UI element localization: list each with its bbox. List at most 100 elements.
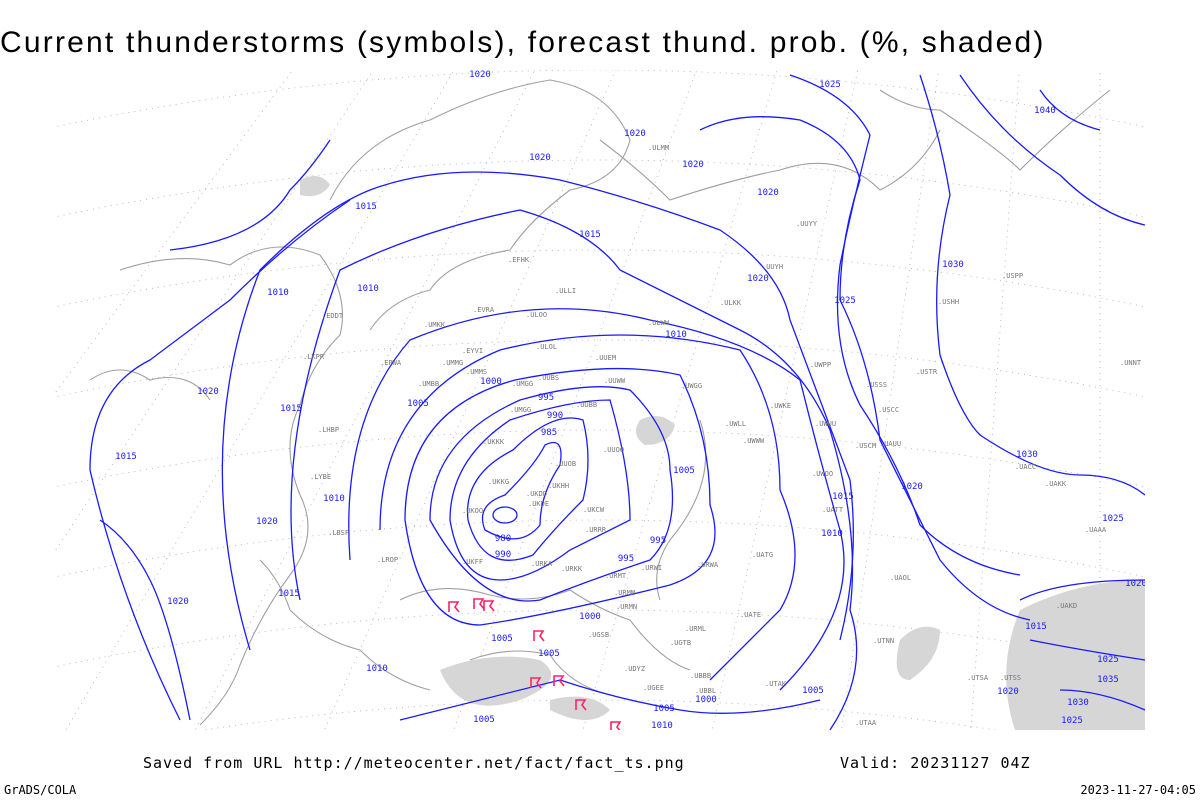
isobar-label: 1015 [355,202,377,212]
station-label: .ULLI [555,287,576,295]
station-label: .UMMS [466,368,487,376]
meridian-line [582,70,778,730]
thunderstorm-icon [483,600,495,612]
parallel-line [55,429,1145,488]
isobar-label: 1020 [997,687,1019,697]
isobar-label: 1005 [407,399,429,409]
isobar-label: 985 [541,428,557,438]
isobar-label: 1030 [942,260,964,270]
station-label: .UMMG [442,359,463,367]
station-label: .URRR [585,526,607,534]
lat-lon-grid [55,60,1200,740]
station-label: .UGTB [670,639,691,647]
station-label: .UATE [740,611,761,619]
station-label: .LROP [377,556,398,564]
meridian-line [55,70,374,552]
station-label: .UATG [752,551,773,559]
station-label: .URMM [614,589,635,597]
station-label: .URKK [561,565,583,573]
station-label: .UBBL [695,687,716,695]
station-label: .UDYZ [624,665,645,673]
station-label: .EVRA [473,306,495,314]
isobar-label: 1020 [167,597,189,607]
isobar-labels: 1020 1025 1040 1020 1020 1020 1020 1015 1015 1030… [115,70,1145,731]
station-label: .UAKD [1056,602,1077,610]
isobar-label: 1025 [1061,716,1083,726]
thunderstorm-icon [610,721,622,730]
station-label: .UTSA [967,674,989,682]
station-label: .EYVI [462,347,483,355]
station-label: .UKCW [583,506,605,514]
isobar-label: 1025 [819,80,841,90]
isobar-label: 1020 [529,153,551,163]
parallel-line [55,609,1145,668]
station-label: .LHBP [318,426,339,434]
software-credit: GrADS/COLA [4,783,77,797]
thunderstorm-icon [575,699,587,711]
parallel-line [55,519,1145,578]
station-label: .UAAA [1085,526,1107,534]
thunderstorm-icon [448,601,460,613]
station-label: .UKOO [462,507,483,515]
station-label: .UAUU [880,440,901,448]
station-label: .URKA [531,560,553,568]
map-title: Current thunderstorms (symbols), forecas… [0,26,1046,59]
station-label: .USCM [855,442,876,450]
isobar-label: 1015 [1025,622,1047,632]
station-label: .UUBB [576,401,597,409]
isobar-label: 1020 [624,129,646,139]
isobar-label: 1010 [323,494,345,504]
thunderstorm-icon [553,675,565,687]
station-label: .UGEE [643,684,664,692]
isobar-label: 1020 [747,274,769,284]
isobar-label: 1020 [682,160,704,170]
station-label: .USHH [938,298,959,306]
station-label: .UKHH [548,482,569,490]
isobar-label: 1020 [197,387,219,397]
station-label: .UWWW [743,437,765,445]
generated-timestamp: 2023-11-27-04:05 [1080,783,1196,797]
station-label: .UKKG [488,478,509,486]
isobar-label: 1015 [832,492,854,502]
station-label: .UTSS [1000,674,1021,682]
station-label: .UAKK [1045,480,1067,488]
station-labels: .ULMM .ULLI .EFHK .ULOO .EVRA .ULOL .UMKK .EYVI… [303,144,1142,727]
station-label: .UWGG [681,382,702,390]
isobar-label: 1010 [651,721,673,731]
isobar-label: 1030 [1016,450,1038,460]
station-label: .UWLL [725,420,746,428]
isobar-label: 1025 [1102,514,1124,524]
station-label: .USCC [878,406,899,414]
station-label: .URWA [697,561,719,569]
station-label: .UWPP [810,361,831,369]
parallel-line [55,339,1145,398]
station-label: .UUEM [595,354,616,362]
isobar-label: 1010 [665,330,687,340]
isobar-label: 1040 [1034,106,1056,116]
thunderstorm-icon [473,598,485,610]
isobar-label: 1010 [267,288,289,298]
meridian-line [65,70,455,730]
station-label: .UUWW [604,377,626,385]
station-label: .UWUU [815,420,836,428]
station-label: .EDDT [322,312,344,320]
isobar-label: 995 [618,554,634,564]
isobar-label: 995 [538,393,554,403]
meridian-line [1180,60,1200,740]
isobar-label: 990 [495,550,511,560]
station-label: .LBSF [328,529,349,537]
isobar-label: 1020 [901,482,923,492]
station-label: .UMBB [418,380,439,388]
parallel-line [55,249,1145,308]
station-label: .UKDE [528,500,549,508]
isobar-label: 1015 [579,230,601,240]
parallel-line [201,699,999,730]
station-label: .UAOL [890,574,911,582]
station-label: .UNNT [1120,359,1142,367]
isobar-label: 1005 [802,686,824,696]
isobar-label: 1035 [1097,675,1119,685]
meridian-line [711,70,859,730]
station-label: .USSS [866,381,887,389]
station-label: .UWOO [812,470,833,478]
station-label: .UKFF [462,558,483,566]
